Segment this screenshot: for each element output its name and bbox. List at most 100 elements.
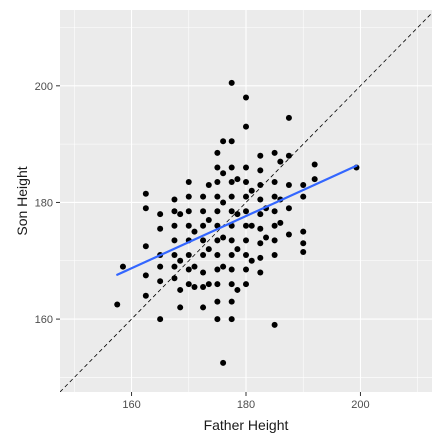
data-point [185,179,192,186]
data-point [185,281,192,288]
data-point [311,176,318,183]
data-point [257,211,264,218]
data-points [114,79,360,366]
data-point [220,170,227,177]
data-point [185,222,192,229]
data-point [234,246,241,253]
data-point [157,225,164,232]
data-point [205,246,212,253]
data-point [171,251,178,258]
data-point [248,222,255,229]
data-point [243,266,249,273]
data-point [171,263,178,270]
data-point [271,208,278,215]
data-point [228,251,235,258]
data-point [214,251,221,258]
data-point [243,94,249,101]
data-point [177,211,184,218]
data-point [228,164,235,171]
data-point [220,138,227,145]
data-point [257,181,264,188]
x-tick-label: 180 [237,399,255,411]
data-point [119,263,126,270]
data-point [243,222,249,229]
data-point [200,269,207,276]
data-point [285,231,292,238]
data-point [205,181,212,188]
data-point [142,272,149,279]
data-point [220,263,227,270]
y-axis-title: Son Height [14,166,30,235]
data-point [214,266,221,273]
data-point [185,251,192,258]
data-point [228,79,235,86]
data-point [220,359,227,366]
data-point [157,211,164,218]
data-point [257,167,264,174]
major-gridlines [60,10,432,392]
data-point [177,304,184,311]
data-point [234,176,241,183]
data-point [271,222,278,229]
data-point [214,164,221,171]
data-point [157,263,164,270]
data-point [277,219,284,226]
data-point [228,266,235,273]
data-point [214,149,221,156]
data-point [114,301,121,308]
data-point [243,237,249,244]
data-point [257,196,264,203]
data-point [200,193,207,200]
data-point [142,243,149,250]
data-point [243,123,249,130]
data-point [220,199,227,206]
data-point [177,286,184,293]
data-point [243,179,249,186]
data-point [200,237,207,244]
data-point [248,187,255,194]
data-point [228,281,235,288]
data-point [311,161,318,168]
data-point [171,222,178,229]
data-point [271,193,278,200]
data-point [257,225,264,232]
x-tick-label: 200 [351,399,369,411]
data-point [200,208,207,215]
y-tick-label: 160 [35,314,53,326]
data-point [243,251,249,258]
data-point [185,193,192,200]
data-point [171,237,178,244]
data-point [243,281,249,288]
data-point [300,228,307,235]
data-point [257,254,264,261]
data-point [185,208,192,215]
data-point [171,196,178,203]
data-point [271,237,278,244]
data-point [228,316,235,323]
data-point [214,208,221,215]
regression-line-layer [116,164,358,276]
data-point [234,211,241,218]
x-tick-label: 160 [122,399,140,411]
data-point [214,237,221,244]
data-point [214,193,221,200]
data-point [285,205,292,212]
regression-line [116,164,358,276]
data-point [271,149,278,156]
data-point [142,205,149,212]
data-point [191,263,198,270]
data-point [177,257,184,264]
data-point [171,208,178,215]
data-point [185,266,192,273]
y-tick-label: 200 [35,81,53,93]
data-point [228,179,235,186]
data-point [200,284,207,291]
data-point [300,249,307,256]
data-point [191,228,198,235]
data-point [157,316,164,323]
data-point [285,152,292,159]
data-point [142,190,149,197]
data-point [285,181,292,188]
